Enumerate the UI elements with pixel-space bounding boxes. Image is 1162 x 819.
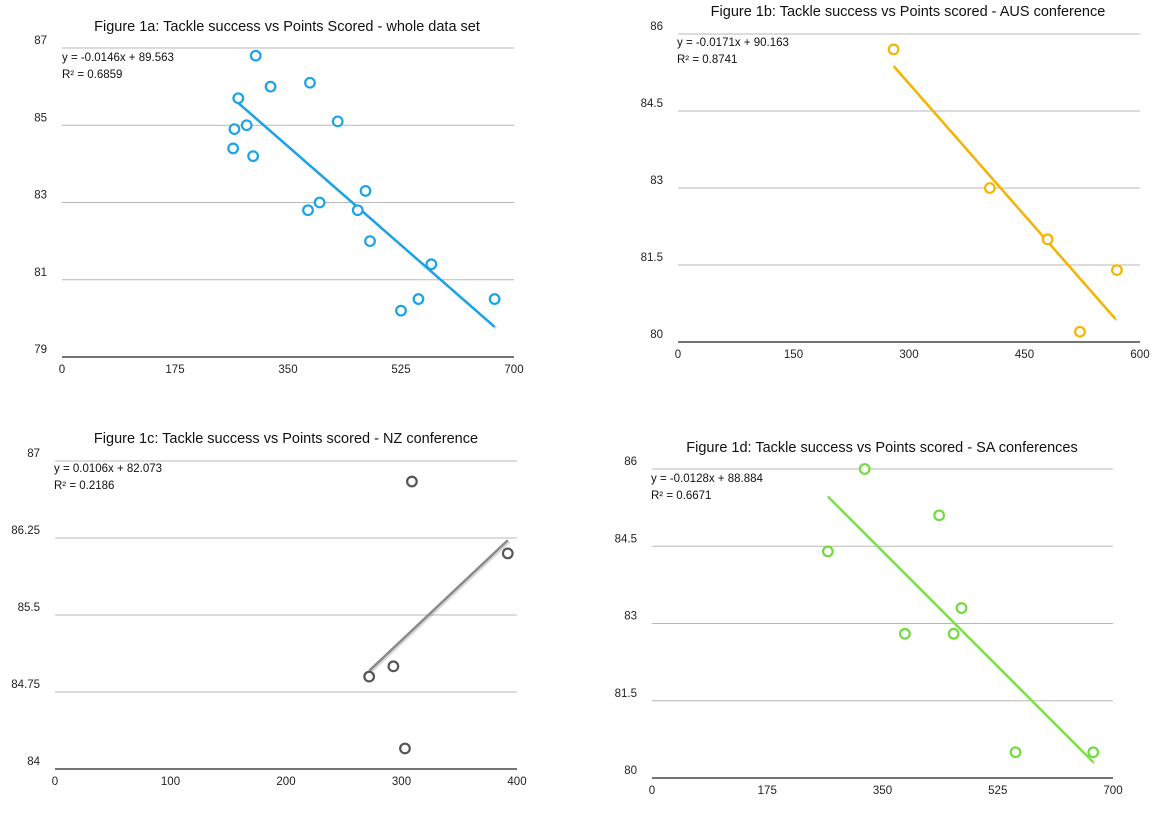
fig1c-trendline xyxy=(368,539,509,672)
fig1c-data-point xyxy=(501,547,514,560)
fig1a-data-point xyxy=(228,123,241,136)
fig1a-data-point xyxy=(425,258,438,271)
fig1b-y-tick-label: 84.5 xyxy=(641,98,663,110)
fig1d-x-tick-label: 175 xyxy=(758,785,777,797)
fig1b-trend-equation: y = -0.0171x + 90.163 xyxy=(677,37,789,49)
fig1c-trendline-shadow xyxy=(369,540,511,674)
fig1c-chart: Figure 1c: Tackle success vs Points scor… xyxy=(11,431,526,788)
fig1d-data-point xyxy=(955,602,968,614)
fig1d-chart: Figure 1d: Tackle success vs Points scor… xyxy=(615,440,1123,797)
fig1c-data-point xyxy=(399,742,411,755)
fig1c-x-tick-label: 400 xyxy=(507,776,526,788)
fig1c-y-tick-label: 87 xyxy=(27,448,40,460)
fig1d-data-point xyxy=(1087,746,1100,759)
fig1b-title: Figure 1b: Tackle success vs Points scor… xyxy=(711,4,1106,20)
fig1b-data-point xyxy=(983,182,996,194)
fig1c-data-point xyxy=(405,475,418,488)
fig1b-data-point xyxy=(1041,233,1054,246)
fig1a-data-point xyxy=(412,293,425,305)
fig1a-data-point xyxy=(395,304,407,317)
fig1b-x-tick-label: 0 xyxy=(675,349,681,361)
fig1a-y-tick-label: 83 xyxy=(34,190,47,202)
fig1c-r-squared: R² = 0.2186 xyxy=(54,480,114,492)
fig1d-y-tick-label: 83 xyxy=(624,611,637,623)
fig1c-title: Figure 1c: Tackle success vs Points scor… xyxy=(94,431,478,447)
fig1d-x-tick-label: 700 xyxy=(1103,785,1122,797)
fig1b-data-point xyxy=(1074,325,1086,338)
fig1d-data-point xyxy=(933,509,946,522)
fig1d-y-tick-label: 80 xyxy=(624,765,637,777)
fig1c-y-tick-label: 86.25 xyxy=(11,525,40,537)
fig1b-y-tick-label: 86 xyxy=(650,21,663,33)
fig1a-data-point xyxy=(249,49,262,62)
fig1a-data-point xyxy=(227,142,240,155)
fig1d-y-tick-label: 81.5 xyxy=(615,688,637,700)
fig1a-data-point xyxy=(247,150,260,163)
fig1a-data-point xyxy=(313,196,326,209)
fig1c-x-tick-label: 0 xyxy=(52,776,58,788)
fig1d-x-tick-label: 525 xyxy=(988,785,1007,797)
fig1d-data-point xyxy=(1009,746,1022,759)
fig1a-y-tick-label: 85 xyxy=(34,112,47,124)
fig1b-chart: Figure 1b: Tackle success vs Points scor… xyxy=(641,4,1150,361)
fig1a-x-tick-label: 175 xyxy=(165,364,184,376)
fig1b-x-tick-label: 150 xyxy=(784,349,803,361)
fig1d-data-point xyxy=(821,545,834,558)
fig1c-y-tick-label: 84.75 xyxy=(11,679,40,691)
fig1b-trendline xyxy=(892,65,1117,320)
fig1d-x-tick-label: 350 xyxy=(873,785,892,797)
fig1b-y-tick-label: 83 xyxy=(650,175,663,187)
fig1b-y-tick-label: 81.5 xyxy=(641,252,663,264)
fig1c-y-tick-label: 84 xyxy=(27,756,40,768)
fig1a-trendline xyxy=(232,97,496,328)
fig1d-y-tick-label: 86 xyxy=(624,456,637,468)
fig1d-data-point xyxy=(858,463,871,475)
fig1a-data-point xyxy=(331,115,344,128)
fig1a-chart: Figure 1a: Tackle success vs Points Scor… xyxy=(34,19,523,376)
fig1a-y-tick-label: 87 xyxy=(34,35,47,47)
fig1a-data-point xyxy=(264,80,277,93)
fig1a-data-point xyxy=(302,204,314,217)
fig1c-trend-equation: y = 0.0106x + 82.073 xyxy=(54,463,162,475)
fig1d-r-squared: R² = 0.6671 xyxy=(651,490,711,502)
fig1d-data-point xyxy=(947,627,960,640)
fig1a-y-tick-label: 81 xyxy=(34,267,47,279)
fig1a-x-tick-label: 350 xyxy=(278,364,297,376)
fig1a-r-squared: R² = 0.6859 xyxy=(62,69,122,81)
fig1b-data-point xyxy=(1110,264,1123,277)
fig1a-data-point xyxy=(359,185,372,197)
fig1b-data-point xyxy=(887,43,900,56)
fig1c-x-tick-label: 300 xyxy=(392,776,411,788)
fig1c-data-point xyxy=(363,670,376,683)
fig1a-y-tick-label: 79 xyxy=(34,344,47,356)
fig1a-data-point xyxy=(364,235,376,248)
fig1b-x-tick-label: 600 xyxy=(1130,349,1149,361)
fig1b-y-tick-label: 80 xyxy=(650,329,663,341)
fig1d-data-point xyxy=(898,627,911,640)
fig1c-x-tick-label: 100 xyxy=(161,776,180,788)
fig1d-y-tick-label: 84.5 xyxy=(615,533,637,545)
fig1b-r-squared: R² = 0.8741 xyxy=(677,54,737,66)
fig1b-x-tick-label: 450 xyxy=(1015,349,1034,361)
fig1d-title: Figure 1d: Tackle success vs Points scor… xyxy=(686,440,1077,456)
fig1c-x-tick-label: 200 xyxy=(276,776,295,788)
fig1a-x-tick-label: 525 xyxy=(391,364,410,376)
fig1a-data-point xyxy=(232,92,245,105)
fig1a-trend-equation: y = -0.0146x + 89.563 xyxy=(62,52,174,64)
fig1a-title: Figure 1a: Tackle success vs Points Scor… xyxy=(94,19,480,35)
fig1a-x-tick-label: 0 xyxy=(59,364,65,376)
fig1a-data-point xyxy=(240,119,253,132)
fig1c-y-tick-label: 85.5 xyxy=(18,602,40,614)
fig1a-x-tick-label: 700 xyxy=(504,364,523,376)
fig1a-data-point xyxy=(304,76,316,89)
fig1d-x-tick-label: 0 xyxy=(649,785,655,797)
fig1d-trend-equation: y = -0.0128x + 88.884 xyxy=(651,473,763,485)
fig1b-x-tick-label: 300 xyxy=(899,349,918,361)
fig1a-data-point xyxy=(488,293,501,305)
fig1d-trendline xyxy=(826,495,1095,764)
fig1c-data-point xyxy=(387,660,400,673)
fig1a-data-point xyxy=(351,204,364,217)
